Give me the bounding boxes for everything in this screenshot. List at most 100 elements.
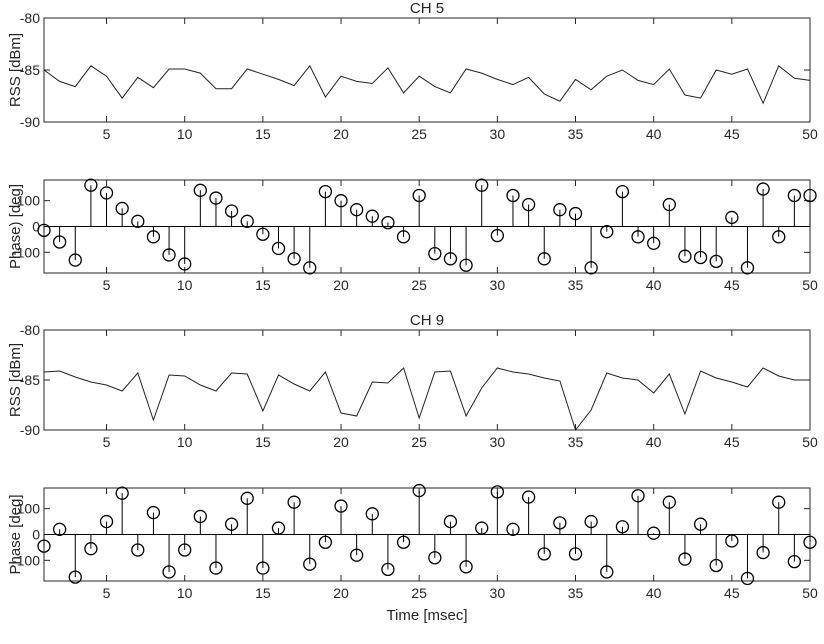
stem-marker (334, 499, 348, 513)
stem-marker (506, 522, 520, 536)
stem-marker (803, 188, 817, 203)
x-tick-label: 20 (333, 277, 349, 293)
axes-frame (43, 329, 811, 431)
stem-marker (240, 214, 254, 228)
x-axis-label: Time [msec] (386, 607, 467, 624)
stem-marker (693, 517, 708, 531)
stem-marker (475, 178, 489, 192)
stem-marker (615, 520, 630, 534)
x-tick-label: 40 (646, 585, 662, 601)
x-tick-label: 30 (490, 434, 506, 450)
stem-marker (678, 552, 692, 566)
y-tick-label: -90 (20, 114, 40, 130)
stem-marker (271, 241, 286, 256)
stem-marker (99, 514, 114, 529)
stem-marker (693, 250, 708, 265)
stem-marker (209, 561, 223, 575)
stem-marker (318, 184, 333, 199)
stem-marker (428, 551, 442, 565)
x-tick-label: 5 (103, 126, 111, 142)
x-tick-label: 30 (490, 585, 506, 601)
stem-marker (772, 230, 786, 244)
stem-marker (287, 495, 301, 509)
stem-marker (568, 206, 583, 221)
x-tick-label: 5 (103, 585, 111, 601)
chart-title: CH 9 (410, 312, 444, 329)
y-tick-label: 0 (32, 219, 40, 235)
stem-marker (381, 562, 395, 577)
panel-1: CH 5 5 10 15 20 25 30 35 40 45 50 -80 -85 -90 RSS [dBm… (7, 0, 818, 142)
stem-marker (537, 252, 551, 266)
y-axis-label: Phase) [deg] (7, 184, 24, 269)
x-tick-label: 10 (177, 434, 193, 450)
stem-marker (662, 495, 676, 509)
x-tick-label: 10 (177, 585, 193, 601)
x-tick-label: 25 (411, 585, 427, 601)
stem-marker (318, 535, 333, 549)
stem-marker (428, 246, 442, 261)
stem-marker (600, 225, 614, 239)
stem-marker (568, 547, 583, 561)
stem-marker (162, 248, 176, 262)
stem-marker (193, 183, 207, 197)
stem-marker (224, 204, 239, 218)
y-tick-label: 100 (17, 501, 41, 517)
stem-marker (709, 558, 723, 573)
stem-marker (178, 257, 192, 271)
y-tick-label: -85 (20, 62, 40, 78)
x-tick-label: 15 (255, 277, 271, 293)
stem-marker (787, 188, 802, 203)
stem-marker (303, 557, 317, 571)
stem-marker (115, 201, 129, 216)
stem-marker (350, 203, 364, 217)
stem-marker (803, 535, 817, 549)
x-tick-label: 30 (490, 277, 506, 293)
stem-marker (131, 214, 145, 228)
axes-frame (43, 17, 811, 123)
stem-marker (84, 178, 98, 192)
stem-marker (600, 565, 614, 579)
stem-marker (256, 227, 270, 241)
stem-marker (740, 571, 755, 586)
stem-marker (709, 254, 723, 269)
stem-marker (84, 542, 98, 556)
stem-marker (115, 486, 129, 500)
x-tick-label: 20 (333, 434, 349, 450)
stem-marker (443, 252, 458, 266)
x-tick-label: 25 (411, 277, 427, 293)
x-tick-label: 35 (568, 434, 584, 450)
y-axis-label: RSS [dBm] (7, 33, 24, 107)
y-tick-label: -90 (20, 422, 40, 438)
stem-marker (521, 197, 536, 212)
y-tick-label: -85 (20, 372, 40, 388)
x-tick-label: 45 (724, 585, 740, 601)
x-tick-label: 35 (568, 277, 584, 293)
stem-marker (412, 483, 426, 498)
stem-marker (678, 249, 692, 263)
x-tick-label: 45 (724, 277, 740, 293)
stem-marker (459, 258, 473, 272)
stem-marker (725, 534, 739, 548)
stem-marker (131, 543, 145, 557)
y-tick-label: 100 (17, 193, 41, 209)
x-tick-label: 5 (103, 277, 111, 293)
stem-marker (68, 253, 82, 267)
stem-marker (334, 194, 348, 208)
stem-marker (193, 509, 207, 524)
stem-marker (365, 507, 379, 521)
stem-marker (787, 554, 802, 569)
stem-marker (725, 210, 739, 225)
stem-marker (146, 505, 161, 520)
stem-marker (584, 261, 598, 275)
stem-marker (99, 186, 114, 200)
x-tick-label: 5 (103, 434, 111, 450)
stem-marker (240, 491, 254, 505)
stem-marker (68, 570, 82, 584)
x-tick-label: 20 (333, 585, 349, 601)
stem-marker (490, 485, 504, 499)
x-tick-label: 50 (802, 434, 818, 450)
stem-marker (631, 489, 645, 503)
x-tick-label: 20 (333, 126, 349, 142)
y-tick-label: -100 (12, 552, 40, 568)
